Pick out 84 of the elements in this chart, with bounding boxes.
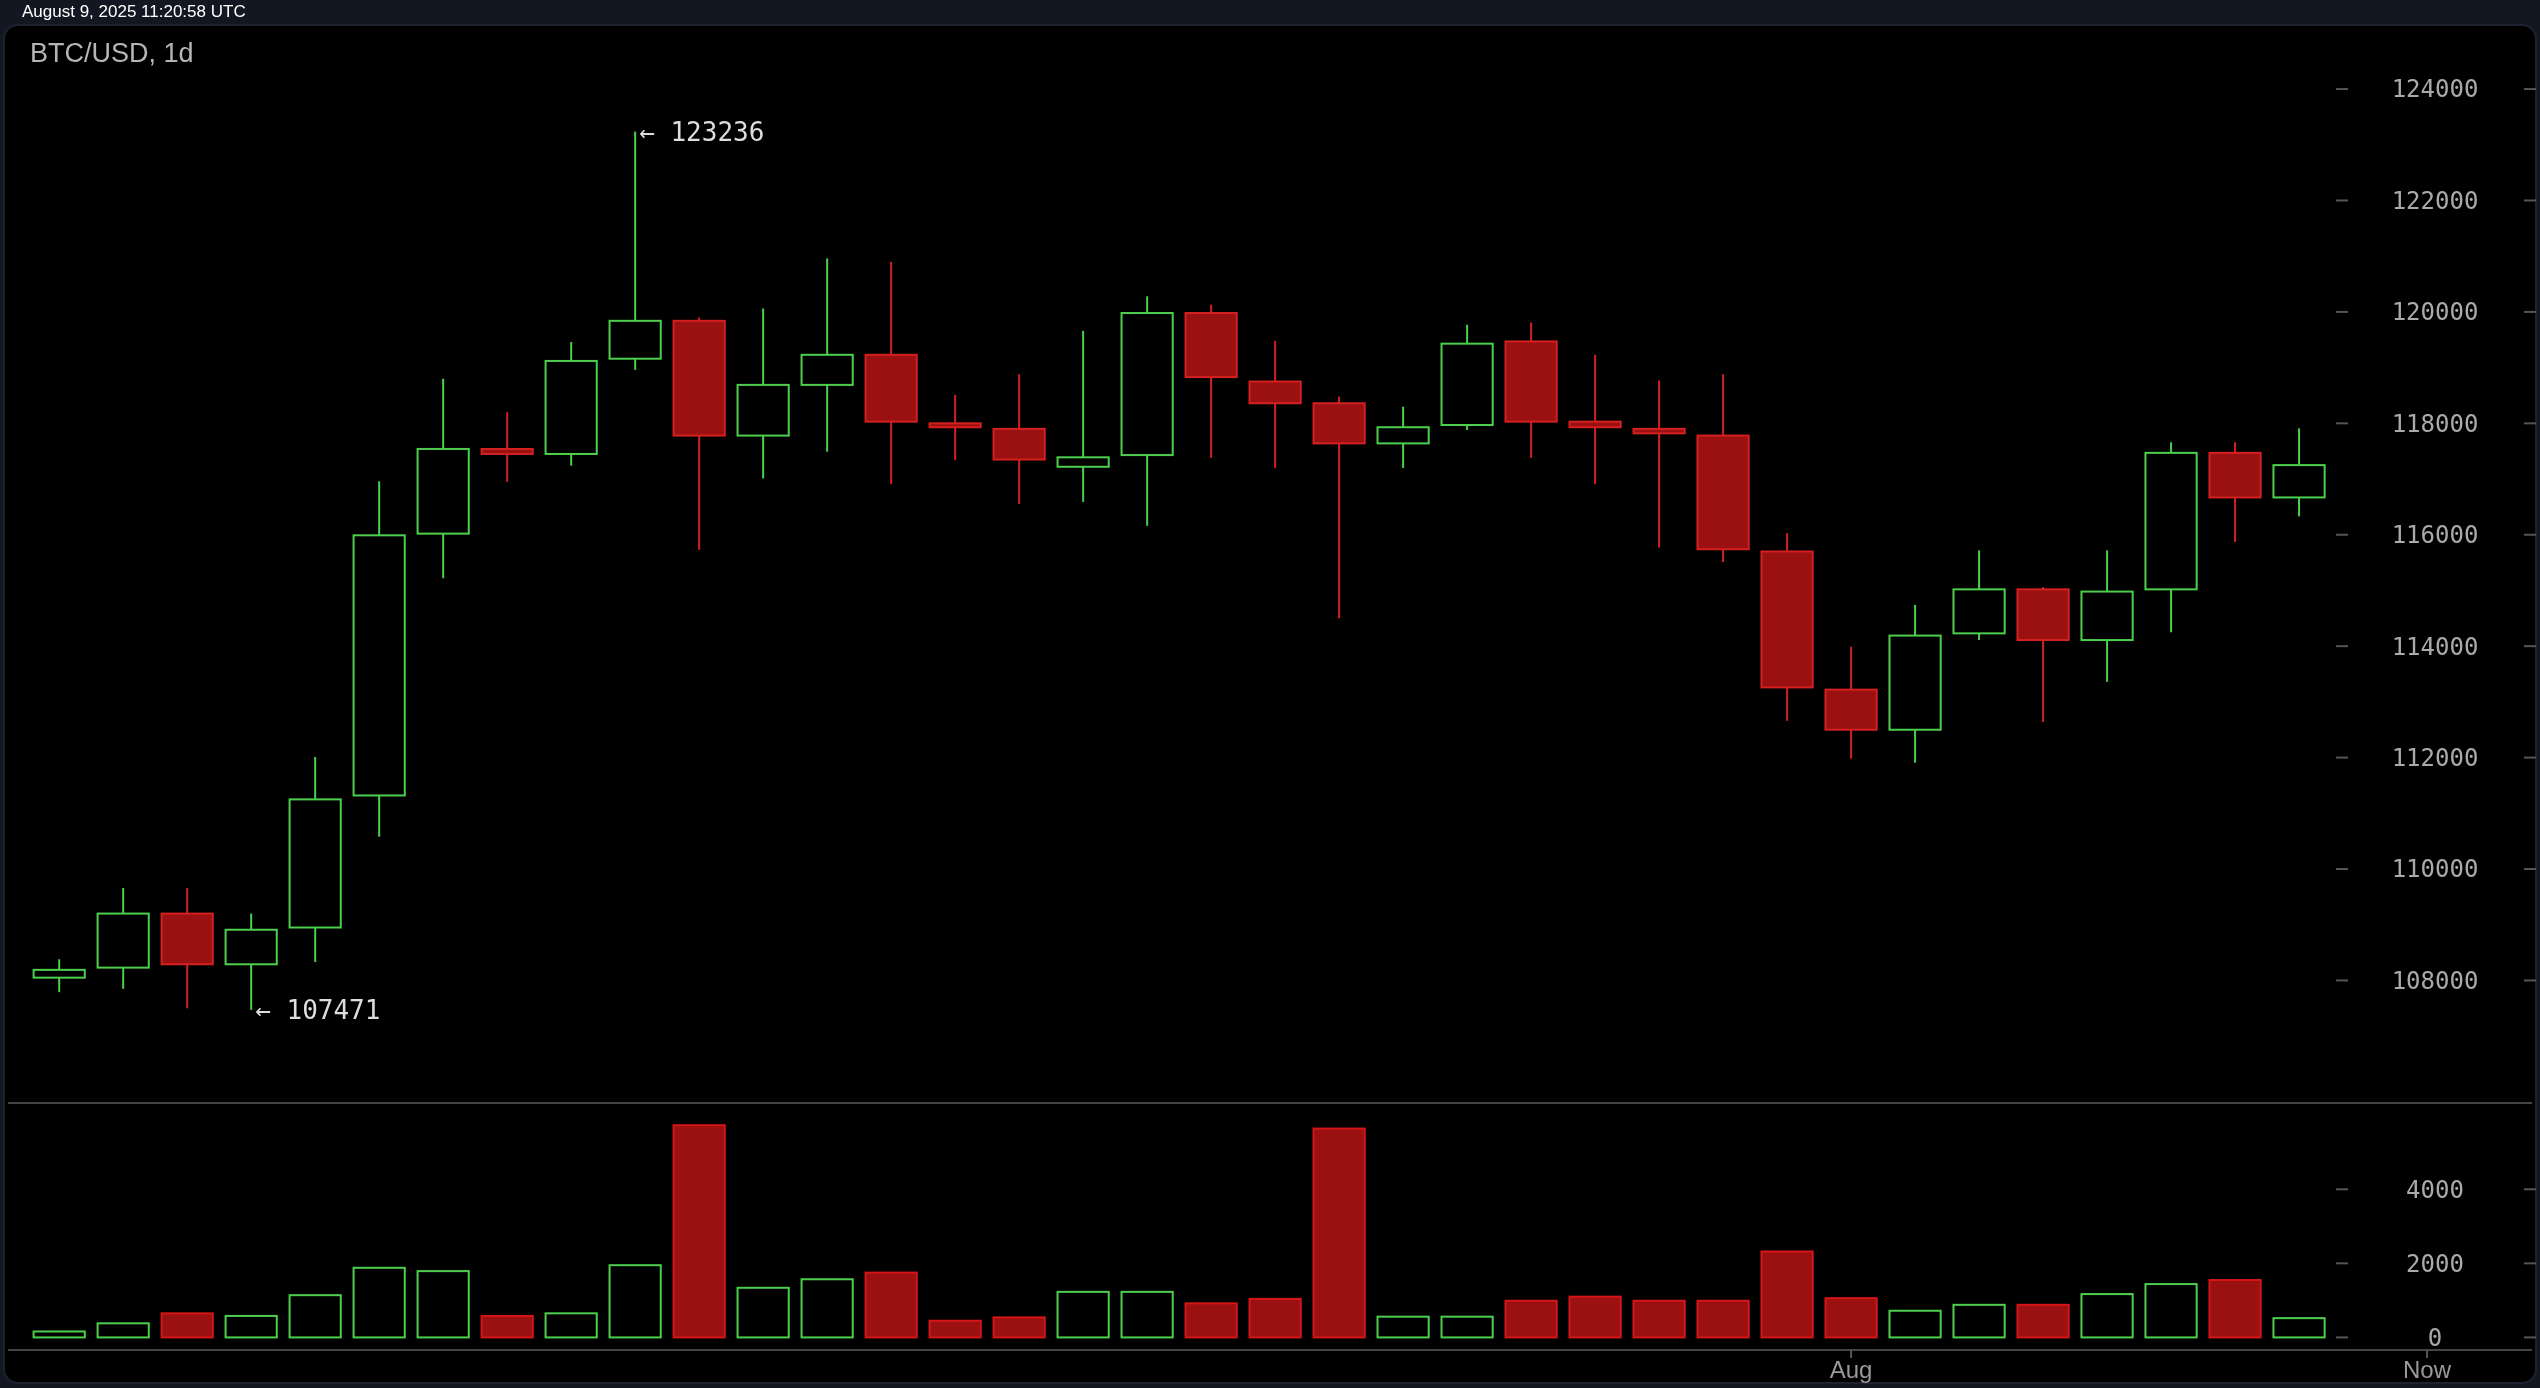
candlestick bbox=[800, 257, 854, 453]
bar bbox=[736, 1286, 790, 1339]
candlestick bbox=[2144, 441, 2198, 634]
candlestick bbox=[1376, 405, 1430, 469]
candlestick bbox=[992, 373, 1046, 506]
bar bbox=[1632, 1299, 1686, 1339]
candlestick bbox=[1824, 645, 1878, 760]
bar bbox=[1504, 1299, 1558, 1339]
bar bbox=[864, 1271, 918, 1339]
candlestick bbox=[1120, 295, 1174, 527]
bar bbox=[928, 1319, 982, 1339]
x-tick-label: Aug bbox=[1829, 1356, 1873, 1383]
candlestick bbox=[736, 307, 790, 480]
bar bbox=[1376, 1315, 1430, 1339]
bar bbox=[1184, 1302, 1238, 1339]
bar bbox=[480, 1314, 534, 1339]
bar bbox=[1760, 1250, 1814, 1339]
bar bbox=[2272, 1317, 2326, 1339]
candlestick bbox=[1952, 549, 2006, 642]
bar bbox=[544, 1312, 598, 1339]
candlestick bbox=[96, 886, 150, 990]
candlestick bbox=[416, 377, 470, 580]
candlestick bbox=[160, 886, 214, 1010]
bar bbox=[96, 1322, 150, 1339]
candlestick bbox=[480, 411, 534, 483]
bar bbox=[1824, 1297, 1878, 1339]
y-tick-label: 108000 bbox=[2391, 966, 2479, 995]
candlestick bbox=[352, 480, 406, 838]
y-tick-label: 118000 bbox=[2391, 409, 2479, 438]
candlestick bbox=[1248, 339, 1302, 469]
bar bbox=[416, 1270, 470, 1339]
candlestick bbox=[1760, 532, 1814, 722]
y-tick-label: 124000 bbox=[2391, 75, 2479, 104]
bar bbox=[1248, 1297, 1302, 1339]
y-tick-label: 110000 bbox=[2391, 855, 2479, 884]
y-tick-label: 112000 bbox=[2391, 743, 2479, 772]
candlestick bbox=[1056, 329, 1110, 503]
bar bbox=[2080, 1293, 2134, 1339]
candlestick bbox=[2208, 441, 2262, 543]
bar bbox=[352, 1266, 406, 1339]
bar bbox=[1888, 1309, 1942, 1339]
x-tick-label: Now bbox=[2403, 1356, 2452, 1383]
y-tick-label: 122000 bbox=[2391, 186, 2479, 215]
bar bbox=[1056, 1290, 1110, 1339]
y-tick-label: 120000 bbox=[2391, 298, 2479, 327]
bar bbox=[1952, 1303, 2006, 1339]
bar bbox=[1440, 1315, 1494, 1339]
candlestick bbox=[544, 340, 598, 467]
bar bbox=[1696, 1299, 1750, 1339]
y-tick-label: 114000 bbox=[2391, 632, 2479, 661]
bar bbox=[800, 1278, 854, 1339]
text: August 9, 2025 11:20:58 UTC bbox=[22, 2, 246, 21]
bar bbox=[2208, 1279, 2262, 1339]
bar bbox=[2144, 1283, 2198, 1339]
candlestick bbox=[864, 260, 918, 486]
candlestick bbox=[2272, 427, 2326, 518]
bar bbox=[224, 1314, 278, 1339]
candlestick bbox=[2080, 549, 2134, 683]
bar bbox=[32, 1330, 86, 1339]
annotation: ← 123236 bbox=[639, 116, 765, 147]
bar bbox=[1568, 1295, 1622, 1339]
bar bbox=[1120, 1290, 1174, 1339]
y-tick-label: 2000 bbox=[2406, 1249, 2464, 1278]
candlestick bbox=[1632, 379, 1686, 549]
candlestick bbox=[1696, 373, 1750, 564]
bar bbox=[608, 1264, 662, 1339]
bar bbox=[992, 1316, 1046, 1339]
bar bbox=[1312, 1127, 1366, 1339]
candlestick bbox=[1888, 603, 1942, 764]
bar bbox=[288, 1294, 342, 1339]
y-tick-label: 0 bbox=[2427, 1323, 2443, 1352]
annotation: ← 107471 bbox=[255, 995, 381, 1026]
candlestick bbox=[288, 756, 342, 964]
candlestick bbox=[608, 130, 662, 371]
candlestick bbox=[1504, 321, 1558, 459]
y-tick-label: 116000 bbox=[2391, 521, 2479, 550]
bar bbox=[672, 1124, 726, 1339]
y-tick-label: 4000 bbox=[2406, 1175, 2464, 1204]
candlestick bbox=[928, 393, 982, 462]
bar bbox=[2016, 1303, 2070, 1339]
text: BTC/USD, 1d bbox=[30, 38, 194, 68]
candlestick bbox=[1568, 353, 1622, 486]
candlestick bbox=[32, 958, 86, 994]
bar bbox=[160, 1312, 214, 1339]
